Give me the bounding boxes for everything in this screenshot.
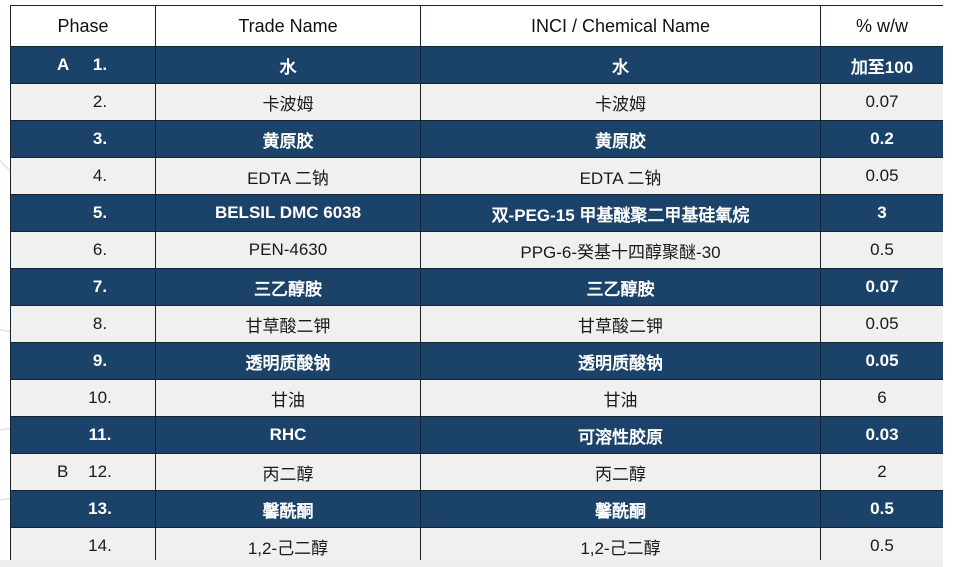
row-index: 1.	[92, 55, 108, 74]
table-row: 7. 三乙醇胺 三乙醇胺 0.07	[10, 268, 944, 306]
cell-trade-name: PEN-4630	[155, 231, 421, 269]
cell-inci-name: 馨酰酮	[420, 490, 821, 528]
cell-phase: 13.	[10, 490, 156, 528]
formulation-table: Phase Trade Name INCI / Chemical Name % …	[10, 5, 944, 565]
cell-inci-name: 透明质酸钠	[420, 342, 821, 380]
column-header-percent-ww: % w/w	[820, 5, 944, 47]
table-row: 9. 透明质酸钠 透明质酸钠 0.05	[10, 342, 944, 380]
cell-trade-name: 水	[155, 46, 421, 84]
cell-phase: 11.	[10, 416, 156, 454]
phase-letter: A	[57, 55, 70, 74]
cell-phase: 5.	[10, 194, 156, 232]
table-row: 5. BELSIL DMC 6038 双-PEG-15 甲基醚聚二甲基硅氧烷 3	[10, 194, 944, 232]
cell-inci-name: 黄原胶	[420, 120, 821, 158]
cell-percent: 0.07	[820, 268, 944, 306]
formulation-table-container: Phase Trade Name INCI / Chemical Name % …	[10, 5, 944, 565]
table-row: 14. 1,2-己二醇 1,2-己二醇 0.5	[10, 527, 944, 565]
table-row: 13. 馨酰酮 馨酰酮 0.5	[10, 490, 944, 528]
row-index: 3.	[92, 129, 108, 148]
row-index: 8.	[92, 314, 108, 333]
cell-percent: 0.5	[820, 527, 944, 565]
column-header-phase: Phase	[10, 5, 156, 47]
cell-inci-name: EDTA 二钠	[420, 157, 821, 195]
row-index: 14.	[88, 536, 112, 555]
row-index: 7.	[92, 277, 108, 296]
table-row: 10. 甘油 甘油 6	[10, 379, 944, 417]
cell-trade-name: 卡波姆	[155, 83, 421, 121]
row-index: 4.	[92, 166, 108, 185]
table-row: 3. 黄原胶 黄原胶 0.2	[10, 120, 944, 158]
phase-letter: B	[57, 462, 69, 481]
table-row: 8. 甘草酸二钾 甘草酸二钾 0.05	[10, 305, 944, 343]
cell-phase: 14.	[10, 527, 156, 565]
cell-percent: 0.2	[820, 120, 944, 158]
row-index: 13.	[88, 499, 112, 518]
table-row: 2. 卡波姆 卡波姆 0.07	[10, 83, 944, 121]
cell-phase: 6.	[10, 231, 156, 269]
page-bottom-strip	[0, 560, 960, 567]
row-index: 6.	[92, 240, 108, 259]
cell-percent: 3	[820, 194, 944, 232]
row-index: 2.	[92, 92, 108, 111]
cell-inci-name: 可溶性胶原	[420, 416, 821, 454]
cell-trade-name: 馨酰酮	[155, 490, 421, 528]
cell-phase: B 12.	[10, 453, 156, 491]
cell-inci-name: 丙二醇	[420, 453, 821, 491]
table-header-row: Phase Trade Name INCI / Chemical Name % …	[10, 5, 944, 47]
table-row: A 1. 水 水 加至100	[10, 46, 944, 84]
cell-trade-name: 丙二醇	[155, 453, 421, 491]
row-index: 5.	[92, 203, 108, 222]
row-index: 9.	[92, 351, 108, 370]
cell-trade-name: 甘草酸二钾	[155, 305, 421, 343]
cell-percent: 0.07	[820, 83, 944, 121]
table-row: 4. EDTA 二钠 EDTA 二钠 0.05	[10, 157, 944, 195]
table-body: A 1. 水 水 加至100 2. 卡波姆 卡波姆 0.07 3. 黄原胶 黄原胶…	[10, 46, 944, 565]
cell-phase: 3.	[10, 120, 156, 158]
cell-trade-name: 甘油	[155, 379, 421, 417]
cell-trade-name: 透明质酸钠	[155, 342, 421, 380]
cell-inci-name: 甘草酸二钾	[420, 305, 821, 343]
table-row: 6. PEN-4630 PPG-6-癸基十四醇聚醚-30 0.5	[10, 231, 944, 269]
cell-inci-name: 卡波姆	[420, 83, 821, 121]
cell-trade-name: 三乙醇胺	[155, 268, 421, 306]
cell-inci-name: 双-PEG-15 甲基醚聚二甲基硅氧烷	[420, 194, 821, 232]
cell-trade-name: BELSIL DMC 6038	[155, 194, 421, 232]
cell-percent: 0.5	[820, 231, 944, 269]
table-row: B 12. 丙二醇 丙二醇 2	[10, 453, 944, 491]
cell-inci-name: 甘油	[420, 379, 821, 417]
cell-phase: 10.	[10, 379, 156, 417]
cell-percent: 0.5	[820, 490, 944, 528]
cell-percent: 0.05	[820, 342, 944, 380]
cell-phase: 8.	[10, 305, 156, 343]
cell-inci-name: 1,2-己二醇	[420, 527, 821, 565]
row-index: 10.	[88, 388, 112, 407]
cell-percent: 0.05	[820, 157, 944, 195]
cell-percent: 加至100	[820, 46, 944, 84]
cell-inci-name: 水	[420, 46, 821, 84]
cell-trade-name: 黄原胶	[155, 120, 421, 158]
cell-phase: 4.	[10, 157, 156, 195]
column-header-trade-name: Trade Name	[155, 5, 421, 47]
cell-percent: 0.03	[820, 416, 944, 454]
cell-trade-name: RHC	[155, 416, 421, 454]
cell-phase: 2.	[10, 83, 156, 121]
cell-percent: 0.05	[820, 305, 944, 343]
page-right-margin	[943, 0, 960, 567]
table-row: 11. RHC 可溶性胶原 0.03	[10, 416, 944, 454]
cell-trade-name: EDTA 二钠	[155, 157, 421, 195]
cell-percent: 2	[820, 453, 944, 491]
cell-inci-name: 三乙醇胺	[420, 268, 821, 306]
cell-percent: 6	[820, 379, 944, 417]
cell-phase: A 1.	[10, 46, 156, 84]
cell-trade-name: 1,2-己二醇	[155, 527, 421, 565]
row-index: 11.	[88, 425, 112, 444]
cell-inci-name: PPG-6-癸基十四醇聚醚-30	[420, 231, 821, 269]
cell-phase: 7.	[10, 268, 156, 306]
column-header-inci-chemical-name: INCI / Chemical Name	[420, 5, 821, 47]
cell-phase: 9.	[10, 342, 156, 380]
